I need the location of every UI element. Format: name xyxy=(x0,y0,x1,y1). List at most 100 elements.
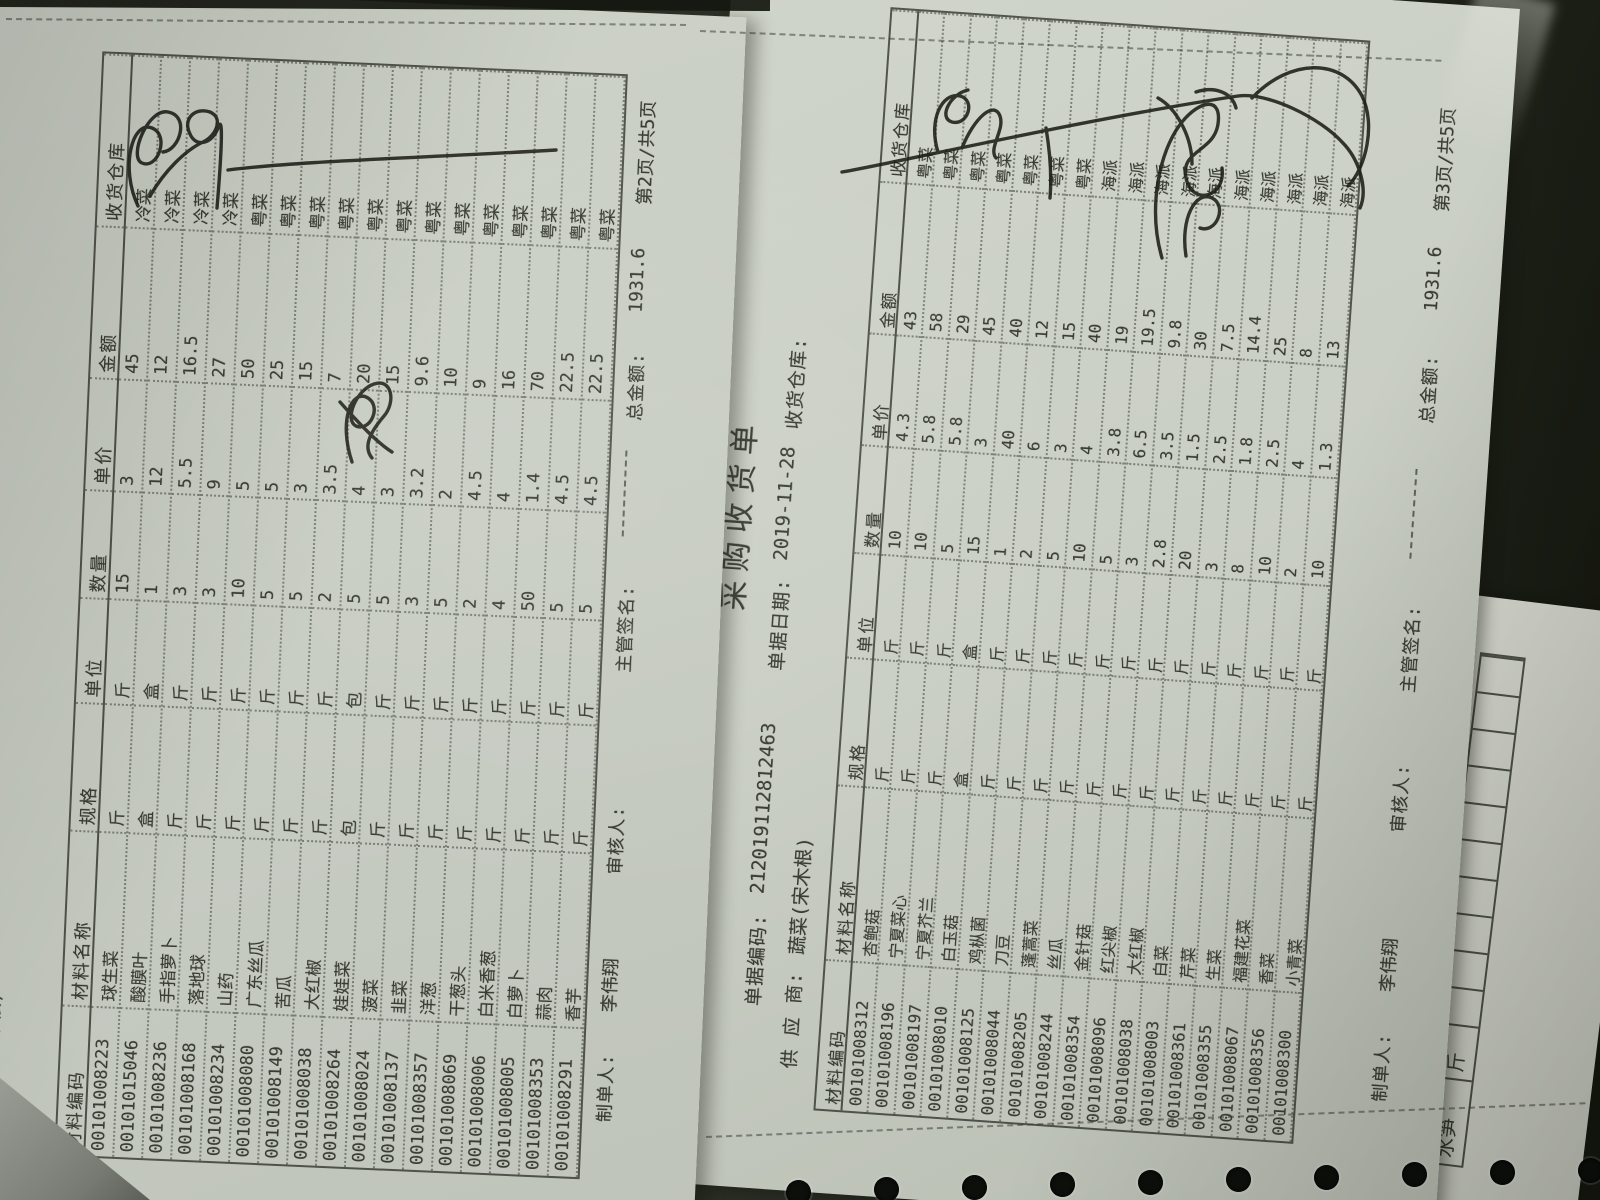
cell: 00101008223 xyxy=(85,1005,119,1157)
header-cell: 单价 xyxy=(85,377,118,491)
cell: 包 xyxy=(331,713,364,843)
cell: 斤 xyxy=(157,705,190,835)
cell: 9.6 xyxy=(408,239,443,393)
doc-date-value: 2019-11-28 xyxy=(769,445,800,562)
cell: 斤 xyxy=(423,612,456,719)
cell: 斤 xyxy=(249,604,282,711)
manager-sign-label: 主管签名: xyxy=(1397,604,1426,694)
sprocket-hole xyxy=(1138,1170,1163,1195)
cell: 00101008137 xyxy=(374,1018,409,1170)
doc-code-label: 单据编码: xyxy=(742,912,771,1007)
cell: 45 xyxy=(119,226,153,380)
sprocket-hole xyxy=(1402,1162,1427,1187)
cell: 斤 xyxy=(186,706,219,836)
cell: 2 xyxy=(432,392,465,506)
cell: 3 xyxy=(167,492,200,602)
total-value: 1931.6 xyxy=(625,247,650,314)
cell: 00101008080 xyxy=(230,1012,264,1164)
page3-sheet: 采购收货单 单据编码: 212019112812463 单据日期: 2019-1… xyxy=(648,0,1520,1200)
cell: 3.5 xyxy=(317,387,349,501)
cell: 斤 xyxy=(365,609,398,716)
cell: 27 xyxy=(206,230,240,384)
empty-cell xyxy=(1454,838,1502,880)
cell: 4.5 xyxy=(461,393,494,507)
cell: 斤 xyxy=(99,703,132,833)
cell: 斤 xyxy=(447,718,480,848)
cell: 斤 xyxy=(539,617,572,724)
cell: 12 xyxy=(148,227,182,381)
cell: 5 xyxy=(573,510,605,620)
sprocket-hole xyxy=(1314,1165,1339,1190)
empty-cell xyxy=(1459,801,1506,844)
cell: 4 xyxy=(346,388,378,502)
cell: 2 xyxy=(457,505,489,615)
cell: 7 xyxy=(321,235,356,389)
cell: 5 xyxy=(341,500,373,610)
cell: 25 xyxy=(263,232,298,386)
cell: 00101008038 xyxy=(287,1014,322,1166)
total-label: 总金额: xyxy=(624,351,649,422)
cell: 斤 xyxy=(562,723,596,853)
cell: 盒 xyxy=(128,704,161,834)
cell: 00101008149 xyxy=(259,1013,293,1165)
sprocket-hole xyxy=(1490,1160,1515,1185)
cell: 盒 xyxy=(133,599,166,706)
cell: 斤 xyxy=(481,614,514,721)
cell: 斤 xyxy=(418,716,451,847)
cell: 20 xyxy=(350,236,385,390)
cell: 12 xyxy=(143,379,176,493)
cell: 50 xyxy=(515,507,547,618)
cell: 5 xyxy=(254,496,287,606)
cell: 5 xyxy=(428,504,460,614)
sprocket-hole xyxy=(1050,1172,1075,1197)
header-cell: 规格 xyxy=(70,701,103,831)
empty-cell xyxy=(1472,691,1520,733)
sprocket-hole xyxy=(786,1180,811,1200)
page2-sheet: 供 应 商: 蔬菜(宋木根) 材料编码材料名称规格单位数量单价金额收货仓库001… xyxy=(0,0,747,1200)
sprocket-hole xyxy=(874,1177,899,1200)
signature-blank-line xyxy=(1389,467,1418,559)
auditor-label: 审核人: xyxy=(604,805,629,875)
cell: 斤 xyxy=(360,714,393,844)
header-cell: 金额 xyxy=(90,225,124,379)
cell: 00101008006 xyxy=(461,1022,496,1174)
cell: 斤 xyxy=(278,605,311,712)
cell: 00101008264 xyxy=(316,1015,351,1167)
cell: 4 xyxy=(486,506,518,616)
page-number: 第2页/共5页 xyxy=(634,100,660,206)
empty-cell xyxy=(1463,764,1511,807)
cell: 22.5 xyxy=(582,246,617,400)
cell: 70 xyxy=(524,244,559,398)
cell: 50 xyxy=(235,231,269,385)
cell: 3 xyxy=(288,385,320,500)
empty-cell xyxy=(1477,654,1524,697)
cell: 4.5 xyxy=(548,397,581,511)
cell: 3 xyxy=(114,378,147,492)
page3-content: 采购收货单 单据编码: 212019112812463 单据日期: 2019-1… xyxy=(663,0,1506,1165)
maker-name: 李伟翔 xyxy=(598,957,623,1013)
page2-content: 供 应 商: 蔬菜(宋木根) 材料编码材料名称规格单位数量单价金额收货仓库001… xyxy=(0,16,679,1194)
cell: 00101008005 xyxy=(490,1023,525,1175)
cell: 斤 xyxy=(220,603,253,710)
cell: 15 xyxy=(292,234,327,388)
cell: 3 xyxy=(399,502,431,612)
page2-table: 材料编码 材料名称 规格 单位 数量 单价 金额 收货仓库 00101008223 球生菜斤斤 15… xyxy=(54,51,628,1180)
supplier-value: 蔬菜(宋木根) xyxy=(786,836,817,956)
cell: 4 xyxy=(490,394,523,508)
cell: 16.5 xyxy=(177,229,211,383)
sprocket-hole xyxy=(962,1175,987,1200)
signature-blank-line xyxy=(601,449,628,537)
sprocket-hole xyxy=(1226,1167,1251,1192)
cell: 3 xyxy=(374,389,407,503)
cell: 00101008234 xyxy=(201,1010,235,1162)
total-label: 总金额: xyxy=(1416,354,1443,425)
cell: 斤 xyxy=(104,598,137,705)
maker-label: 制单人: xyxy=(594,1053,619,1123)
cell: 9 xyxy=(201,382,234,496)
manager-sign-label: 主管签名: xyxy=(613,584,639,674)
cell: 00101008069 xyxy=(432,1020,467,1172)
maker-name: 李伟翔 xyxy=(1377,937,1402,993)
cell: 斤 xyxy=(533,722,567,852)
cell: 00101015046 xyxy=(114,1007,148,1159)
